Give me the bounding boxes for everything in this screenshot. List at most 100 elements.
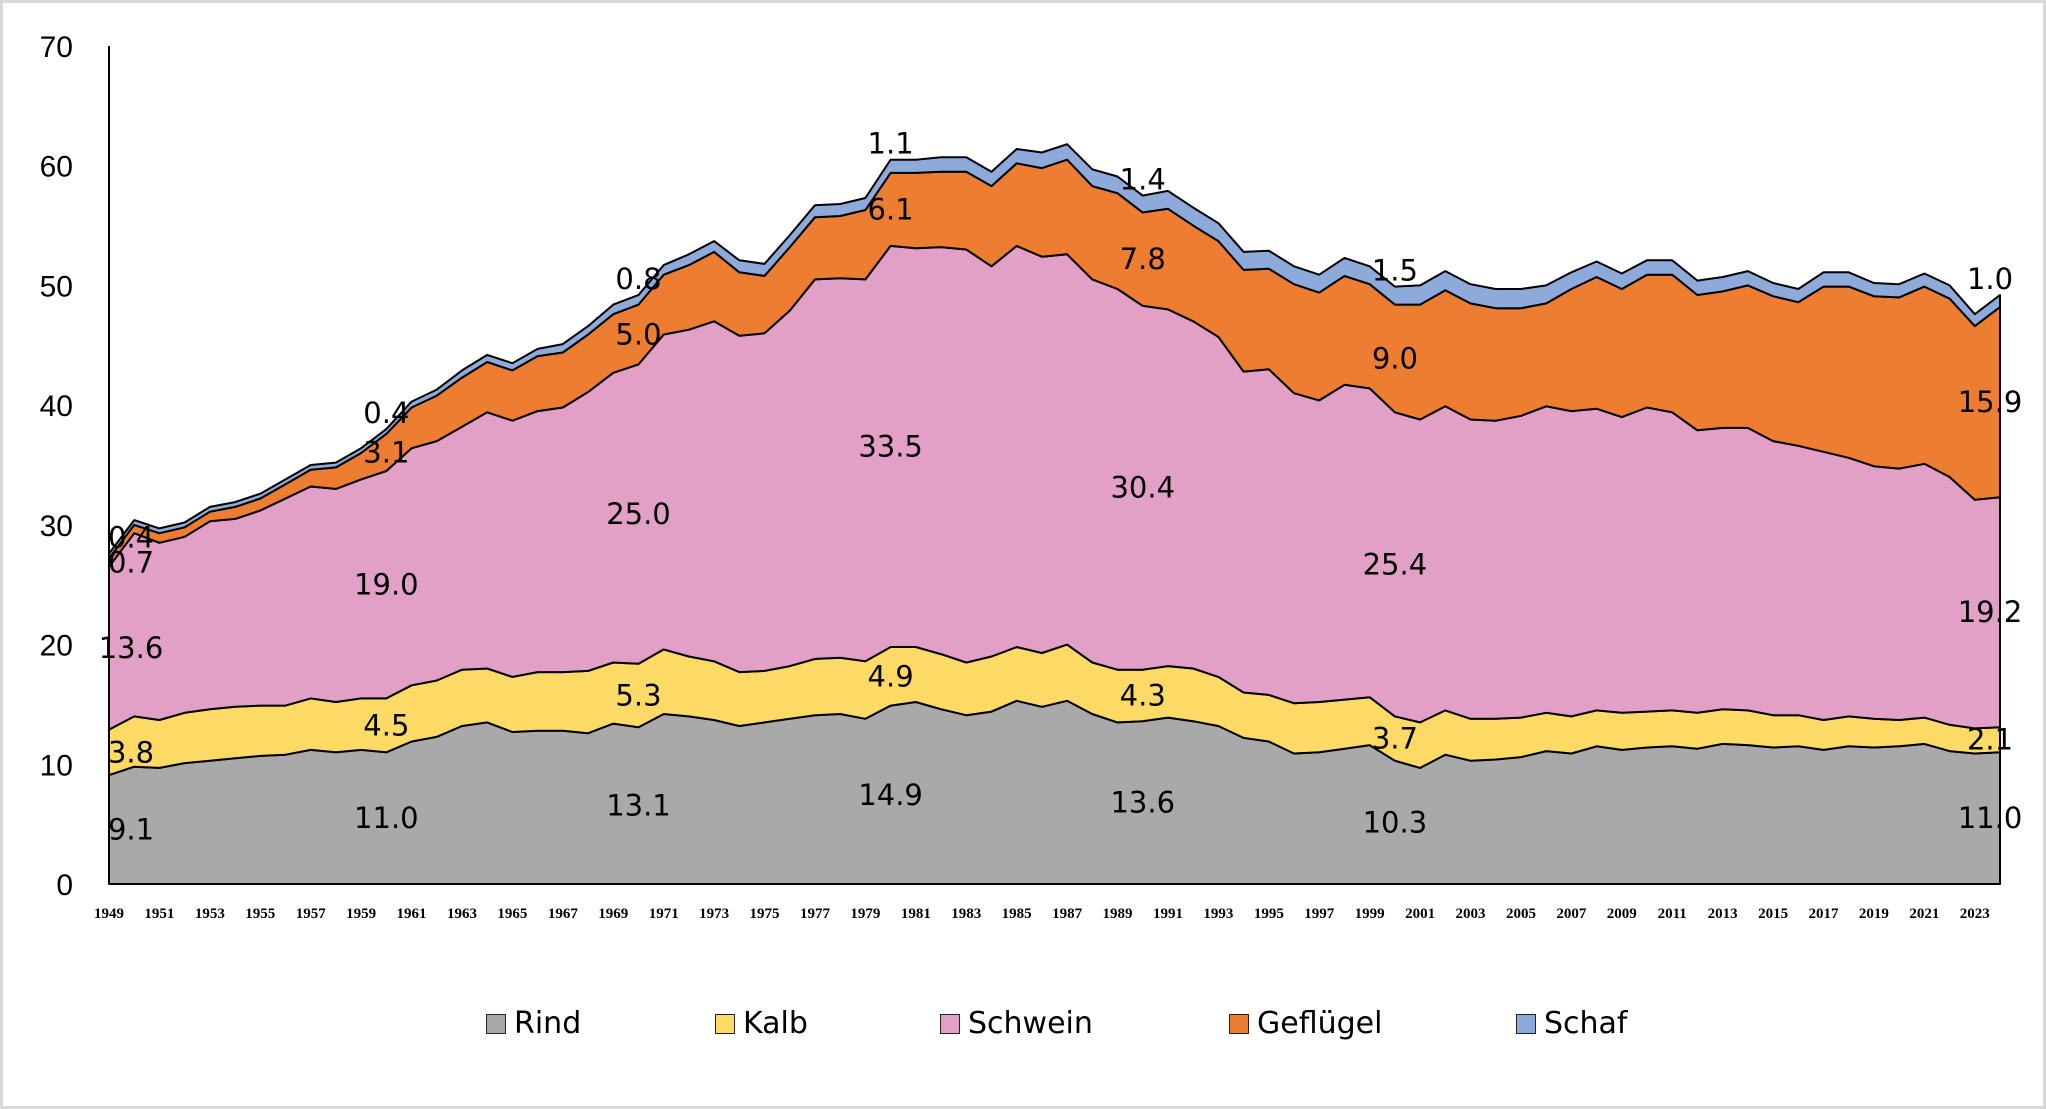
x-tick-label: 2003 (1456, 906, 1486, 922)
x-tick-label: 1979 (850, 906, 880, 922)
x-tick-label: 2011 (1658, 906, 1687, 922)
legend-label: Schaf (1544, 1006, 1628, 1041)
area-schaf (108, 143, 2001, 560)
legend-swatch (715, 1013, 735, 1034)
data-label-rind: 10.3 (1363, 805, 1428, 839)
data-label-schwein: 25.0 (606, 497, 671, 531)
legend-swatch (1516, 1013, 1536, 1034)
y-tick-label: 70 (40, 31, 73, 64)
x-tick-label: 2017 (1809, 906, 1840, 922)
data-label-gefluegel: 3.1 (363, 435, 409, 469)
x-tick-label: 1951 (144, 906, 174, 922)
data-label-schwein: 19.0 (354, 568, 419, 602)
legend-swatch (1229, 1013, 1249, 1034)
x-tick-label: 1987 (1052, 906, 1083, 922)
data-label-gefluegel: 15.9 (1958, 385, 2023, 419)
data-label-gefluegel: 5.0 (615, 318, 661, 352)
legend-label: Geflügel (1257, 1006, 1383, 1041)
axes-layer: 0 10 20 30 40 50 60 70 1949 1951 1953 1955 1957 1959 1… (40, 31, 2000, 922)
x-tick-label: 2023 (1960, 906, 1990, 922)
y-tick-label: 0 (56, 869, 73, 902)
data-label-kalb: 4.5 (363, 708, 409, 742)
data-label-schaf: 1.5 (1372, 254, 1418, 288)
legend-item-gefluegel: Geflügel (1229, 1006, 1382, 1041)
data-label-schwein: 25.4 (1363, 547, 1428, 581)
data-label-kalb: 3.8 (108, 735, 154, 769)
x-tick-label: 1993 (1203, 906, 1233, 922)
x-tick-label: 1963 (447, 906, 477, 922)
y-tick-label: 30 (40, 510, 73, 543)
x-tick-label: 1969 (598, 906, 628, 922)
x-tick-label: 1997 (1304, 906, 1335, 922)
x-tick-label: 2015 (1758, 906, 1788, 922)
data-label-rind: 14.9 (858, 778, 923, 812)
x-tick-label: 1967 (548, 906, 579, 922)
x-tick-label: 1949 (94, 906, 124, 922)
x-tick-label: 1973 (699, 906, 729, 922)
x-tick-label: 1977 (800, 906, 831, 922)
legend-item-kalb: Kalb (715, 1006, 808, 1041)
x-tick-label: 1983 (951, 906, 981, 922)
y-tick-label: 60 (40, 151, 73, 184)
data-label-schwein: 33.5 (858, 429, 923, 463)
x-tick-label: 1961 (397, 906, 427, 922)
x-tick-label: 1957 (296, 906, 327, 922)
data-label-layer: 9.13.813.60.70.411.04.519.03.10.413.15.3… (99, 127, 2023, 847)
x-tick-label: 2021 (1909, 906, 1939, 922)
y-tick-label: 40 (40, 390, 73, 423)
data-label-rind: 13.6 (1110, 786, 1175, 820)
legend-label: Schwein (968, 1006, 1093, 1041)
legend-label: Kalb (743, 1006, 808, 1041)
x-tick-label: 1965 (497, 906, 527, 922)
data-label-gefluegel: 7.8 (1120, 242, 1166, 276)
data-label-rind: 11.0 (1958, 801, 2023, 835)
x-tick-label: 1991 (1153, 906, 1183, 922)
data-label-gefluegel: 0.7 (108, 546, 154, 580)
stacked-area-chart: 0 10 20 30 40 50 60 70 1949 1951 1953 1955 1957 1959 1… (40, 31, 2023, 922)
x-tick-label: 1985 (1002, 906, 1032, 922)
data-label-schaf: 0.4 (363, 396, 409, 430)
legend-swatch (486, 1013, 506, 1034)
data-label-rind: 11.0 (354, 801, 419, 835)
legend-item-rind: Rind (486, 1006, 581, 1041)
x-tick-label: 2013 (1708, 906, 1738, 922)
data-label-schaf: 1.0 (1967, 262, 2013, 296)
x-tick-label: 2007 (1556, 906, 1587, 922)
data-label-rind: 9.1 (108, 813, 154, 847)
data-label-rind: 13.1 (606, 789, 671, 823)
data-label-gefluegel: 6.1 (868, 192, 914, 226)
x-tick-label: 2009 (1607, 906, 1637, 922)
data-label-kalb: 3.7 (1372, 722, 1418, 756)
data-label-kalb: 5.3 (615, 678, 661, 712)
data-label-kalb: 2.1 (1967, 723, 2013, 757)
x-tick-label: 2001 (1405, 906, 1435, 922)
legend-item-schaf: Schaf (1516, 1006, 1628, 1041)
legend-label: Rind (514, 1006, 582, 1041)
data-label-schwein: 19.2 (1958, 595, 2023, 629)
data-label-schwein: 30.4 (1110, 471, 1175, 505)
x-tick-label: 1953 (195, 906, 225, 922)
x-tick-label: 1959 (346, 906, 376, 922)
x-tick-label: 1981 (901, 906, 931, 922)
x-tick-label: 2019 (1859, 906, 1889, 922)
x-tick-label: 1995 (1254, 906, 1284, 922)
legend-swatch (940, 1013, 960, 1034)
x-tick-label: 1971 (649, 906, 679, 922)
data-label-schaf: 0.4 (108, 521, 154, 555)
data-label-kalb: 4.3 (1120, 678, 1166, 712)
data-label-schwein: 13.6 (99, 631, 164, 665)
x-tick-label: 1975 (750, 906, 780, 922)
x-tick-label: 2005 (1506, 906, 1536, 922)
y-tick-label: 10 (40, 749, 73, 782)
x-tick-label: 1955 (245, 906, 275, 922)
legend: Rind Kalb Schwein Geflügel Schaf (3, 1006, 2043, 1050)
data-label-schaf: 0.8 (615, 262, 661, 296)
data-label-schaf: 1.4 (1120, 163, 1166, 197)
data-label-kalb: 4.9 (868, 659, 914, 693)
y-tick-label: 20 (40, 630, 73, 663)
x-tick-label: 1999 (1355, 906, 1385, 922)
x-tick-label: 1989 (1103, 906, 1133, 922)
y-tick-label: 50 (40, 270, 73, 303)
data-label-schaf: 1.1 (868, 127, 914, 161)
